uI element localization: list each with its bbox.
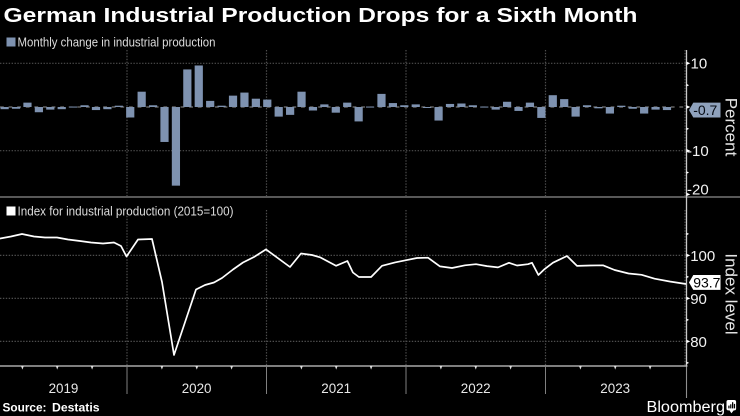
svg-text:Percent: Percent [721,98,740,157]
svg-text:2021: 2021 [321,381,351,396]
svg-text:-20: -20 [687,181,709,198]
svg-text:2019: 2019 [49,381,79,396]
svg-text:Monthly change in industrial p: Monthly change in industrial production [18,35,216,49]
svg-text:Index for industrial productio: Index for industrial production (2015=10… [18,204,234,218]
svg-text:Source:: Source: [3,401,47,415]
svg-text:German Industrial Production D: German Industrial Production Drops for a… [4,5,638,27]
svg-text:2022: 2022 [461,381,491,396]
svg-text:2020: 2020 [182,381,212,396]
svg-text:-0.7: -0.7 [693,102,717,118]
svg-text:-10: -10 [687,143,709,160]
svg-text:Bloomberg: Bloomberg [647,399,726,416]
svg-text:80: 80 [690,334,707,351]
svg-text:100: 100 [690,248,715,265]
svg-text:10: 10 [691,56,708,73]
svg-text:90: 90 [690,291,707,308]
svg-text:Index level: Index level [721,253,740,334]
svg-text:2023: 2023 [600,381,630,396]
svg-text:Destatis: Destatis [52,401,100,415]
svg-text:93.7: 93.7 [693,275,720,291]
